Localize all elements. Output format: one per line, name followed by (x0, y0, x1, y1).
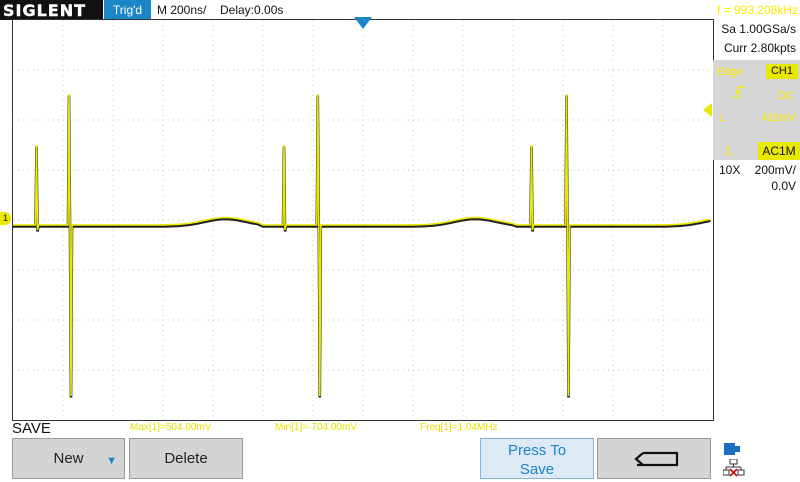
press-to-save-button[interactable]: Press To Save (480, 438, 594, 479)
ch1-trace-shadow (13, 95, 711, 398)
return-arrow-icon (633, 449, 679, 473)
trigger-level-value: 432mV (761, 112, 796, 124)
menu-title: SAVE (12, 420, 51, 437)
top-status-bar: SIGLENT Trig'd M 200ns/ Delay:0.00s f = … (0, 0, 800, 20)
trigger-source-badge: CH1 (766, 64, 798, 79)
trigger-status-badge: Trig'd (104, 0, 151, 20)
frequency-readout: f = 993.208kHz (716, 3, 798, 17)
trigger-level-marker[interactable] (703, 103, 712, 117)
rising-edge-icon (733, 86, 745, 101)
vertical-scale: 200mV/ (754, 163, 796, 177)
side-info-panel: Sa 1.00GSa/s Curr 2.80kpts Edge CH1 DC L… (713, 20, 800, 420)
vertical-offset: 0.0V (771, 179, 796, 193)
delete-button-label: Delete (164, 450, 208, 467)
chevron-down-icon: ▼ (106, 455, 117, 467)
memory-depth: Curr 2.80kpts (723, 41, 796, 55)
channel-1-offset-marker[interactable]: 1 (0, 212, 11, 225)
trigger-level-label: L (719, 112, 726, 124)
channel-coupling-badge: AC1M (758, 142, 800, 160)
grid-lines (13, 20, 713, 420)
ch1-trace (13, 93, 711, 397)
trigger-info-box[interactable]: Edge CH1 DC L 432mV (713, 60, 800, 152)
trigger-coupling: DC (778, 90, 794, 102)
new-button[interactable]: New ▼ (12, 438, 125, 479)
brand-logo-text: SIGLENT (3, 1, 87, 20)
waveform-display[interactable] (12, 19, 714, 421)
trigger-type: Edge (717, 66, 743, 78)
graticule (13, 20, 713, 420)
new-button-label: New (53, 450, 84, 467)
channel-info-header[interactable]: 1 AC1M (713, 142, 800, 160)
timebase-readout[interactable]: M 200ns/ (157, 3, 207, 17)
usb-storage-icon (723, 442, 741, 461)
channel-number: 1 (725, 144, 732, 158)
status-icon-area (717, 440, 753, 478)
measurement-max: Max[1]=504.00mV (130, 422, 212, 433)
measurement-bar: SAVE Max[1]=504.00mV Min[1]=-704.00mV Fr… (0, 420, 800, 437)
press-to-save-line2: Save (519, 461, 555, 478)
probe-attenuation: 10X (719, 163, 741, 177)
measurement-freq: Freq[1]=1.04MHz (420, 422, 498, 433)
trigger-position-marker[interactable] (354, 17, 372, 29)
measurement-min: Min[1]=-704.00mV (275, 422, 357, 433)
sample-rate: Sa 1.00GSa/s (721, 22, 796, 36)
delay-readout[interactable]: Delay:0.00s (220, 3, 284, 17)
press-to-save-line1: Press To (507, 442, 567, 459)
network-disconnected-icon (722, 458, 745, 482)
delete-button[interactable]: Delete (129, 438, 243, 479)
back-button[interactable] (597, 438, 711, 479)
brand-logo: SIGLENT (0, 0, 103, 20)
